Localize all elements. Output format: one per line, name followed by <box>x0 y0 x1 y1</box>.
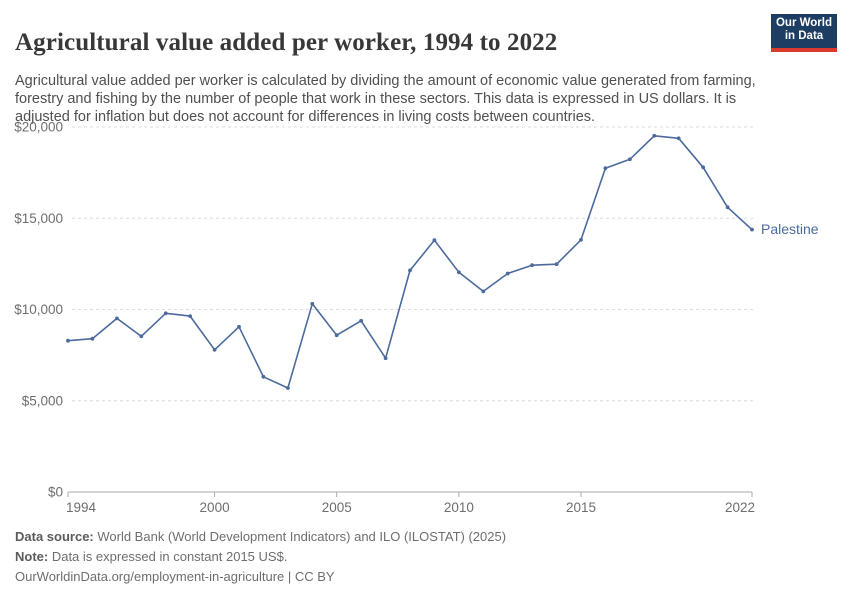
data-point-marker[interactable] <box>237 324 241 329</box>
data-point-marker[interactable] <box>90 336 95 341</box>
data-point-marker[interactable] <box>505 271 510 276</box>
attribution-line[interactable]: OurWorldinData.org/employment-in-agricul… <box>15 569 335 584</box>
data-point-marker[interactable] <box>628 157 632 162</box>
data-point-marker[interactable] <box>432 238 437 243</box>
data-point-marker[interactable] <box>676 136 681 141</box>
note-line: Note: Data is expressed in constant 2015… <box>15 547 835 567</box>
y-axis-tick-label: $15,000 <box>14 211 63 226</box>
data-point-marker[interactable] <box>530 263 534 268</box>
y-axis-tick-label: $20,000 <box>14 120 63 135</box>
data-point-marker[interactable] <box>188 314 193 318</box>
data-point-marker[interactable] <box>554 262 559 267</box>
data-point-marker[interactable] <box>652 133 657 138</box>
series-line-palestine[interactable] <box>67 135 753 389</box>
x-axis-tick-label: 2010 <box>444 500 474 515</box>
data-point-marker[interactable] <box>334 333 339 338</box>
data-point-marker[interactable] <box>359 318 363 323</box>
x-axis-tick-label: 2022 <box>725 500 755 515</box>
y-axis-tick-label: $0 <box>48 485 63 500</box>
data-point-marker[interactable] <box>750 227 754 232</box>
data-point-marker[interactable] <box>66 338 70 343</box>
data-point-marker[interactable] <box>163 311 168 316</box>
data-source-line: Data source: World Bank (World Developme… <box>15 527 835 547</box>
data-source-label: Data source: <box>15 529 94 544</box>
x-axis-tick-label: 1994 <box>66 500 97 515</box>
data-point-marker[interactable] <box>481 289 486 294</box>
owid-logo-line2: in Data <box>784 30 824 42</box>
note-label: Note: <box>15 549 49 564</box>
data-point-marker[interactable] <box>408 268 412 273</box>
x-axis-tick-label: 2015 <box>566 500 596 515</box>
data-point-marker[interactable] <box>310 301 315 306</box>
x-axis-tick-label: 2005 <box>322 500 352 515</box>
chart-title: Agricultural value added per worker, 199… <box>15 28 558 56</box>
data-point-marker[interactable] <box>725 205 730 210</box>
data-point-marker[interactable] <box>701 165 705 170</box>
data-source-text: World Bank (World Development Indicators… <box>93 529 507 544</box>
data-point-marker[interactable] <box>261 374 266 379</box>
note-text: Data is expressed in constant 2015 US$. <box>48 549 288 564</box>
owid-logo-line1: Our World <box>775 17 832 29</box>
data-point-marker[interactable] <box>212 347 217 352</box>
data-point-marker[interactable] <box>579 237 583 242</box>
y-axis-tick-label: $10,000 <box>14 302 63 317</box>
data-point-marker[interactable] <box>457 270 461 275</box>
data-point-marker[interactable] <box>383 356 388 361</box>
data-point-marker[interactable] <box>139 334 144 339</box>
data-point-marker[interactable] <box>286 386 290 390</box>
data-point-marker[interactable] <box>603 166 608 171</box>
x-axis-tick-label: 2000 <box>200 500 230 515</box>
owid-logo[interactable]: Our World in Data <box>771 14 837 52</box>
y-axis-tick-label: $5,000 <box>22 393 63 408</box>
series-end-label[interactable]: Palestine <box>761 221 819 237</box>
data-point-marker[interactable] <box>115 316 119 321</box>
chart-subtitle: Agricultural value added per worker is c… <box>15 72 756 125</box>
chart-footer: Data source: World Bank (World Developme… <box>15 527 835 587</box>
